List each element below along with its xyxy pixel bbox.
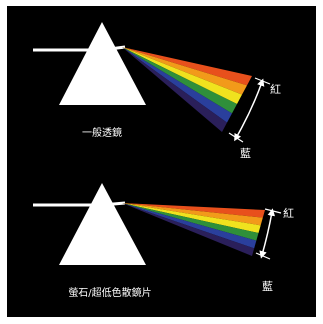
panel-ordinary-lens: 紅 藍 一般透鏡 [33,22,281,160]
spectrum-fan [122,47,252,132]
caption-ordinary-lens: 一般透鏡 [82,126,122,139]
spectrum-band [122,203,263,226]
panel-fluorite-lens: 紅 藍 螢石/超低色散鏡片 [33,183,294,299]
spectrum-band [122,203,265,218]
dispersion-range-arrow [255,208,282,260]
spectrum-band [122,203,255,256]
spectrum-band [122,47,252,86]
caption-fluorite-lens: 螢石/超低色散鏡片 [68,286,151,299]
spectrum-band [122,47,237,114]
blue-label: 藍 [262,280,273,293]
dispersion-range-arrow [228,77,271,143]
spectrum-band [122,47,227,132]
spectrum-band [122,203,259,241]
blue-label: 藍 [240,147,251,160]
refracted-beam [101,201,126,207]
spectrum-band [122,203,257,249]
prism [59,183,146,265]
red-label: 紅 [283,207,294,220]
red-label: 紅 [270,83,281,96]
prism [59,22,146,105]
spectrum-band [122,47,247,95]
spectrum-band [122,47,242,104]
refracted-beam [101,45,126,52]
spectrum-band [122,47,232,123]
spectrum-fan [122,203,265,256]
spectrum-band [122,203,261,233]
